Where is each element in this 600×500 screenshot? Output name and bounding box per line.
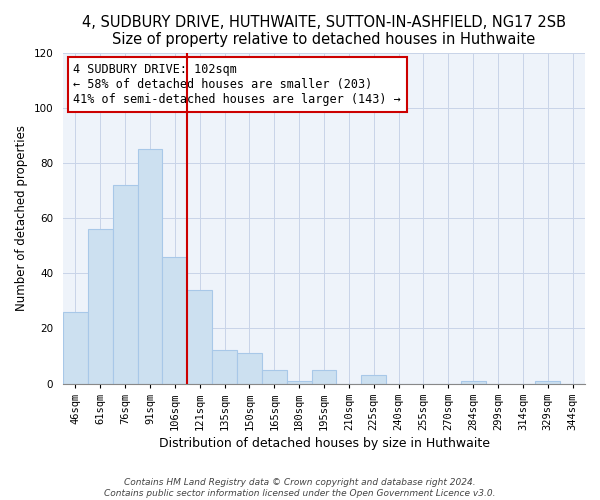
Bar — [88, 229, 113, 384]
Bar — [262, 370, 287, 384]
Bar — [237, 353, 262, 384]
Text: 4 SUDBURY DRIVE: 102sqm
← 58% of detached houses are smaller (203)
41% of semi-d: 4 SUDBURY DRIVE: 102sqm ← 58% of detache… — [73, 62, 401, 106]
Y-axis label: Number of detached properties: Number of detached properties — [15, 125, 28, 311]
Bar — [287, 381, 311, 384]
Text: Contains HM Land Registry data © Crown copyright and database right 2024.
Contai: Contains HM Land Registry data © Crown c… — [104, 478, 496, 498]
X-axis label: Distribution of detached houses by size in Huthwaite: Distribution of detached houses by size … — [158, 437, 490, 450]
Bar — [535, 381, 560, 384]
Bar — [187, 290, 212, 384]
Bar — [163, 256, 187, 384]
Bar — [63, 312, 88, 384]
Bar — [361, 376, 386, 384]
Bar — [461, 381, 485, 384]
Title: 4, SUDBURY DRIVE, HUTHWAITE, SUTTON-IN-ASHFIELD, NG17 2SB
Size of property relat: 4, SUDBURY DRIVE, HUTHWAITE, SUTTON-IN-A… — [82, 15, 566, 48]
Bar — [212, 350, 237, 384]
Bar — [113, 185, 137, 384]
Bar — [137, 149, 163, 384]
Bar — [311, 370, 337, 384]
